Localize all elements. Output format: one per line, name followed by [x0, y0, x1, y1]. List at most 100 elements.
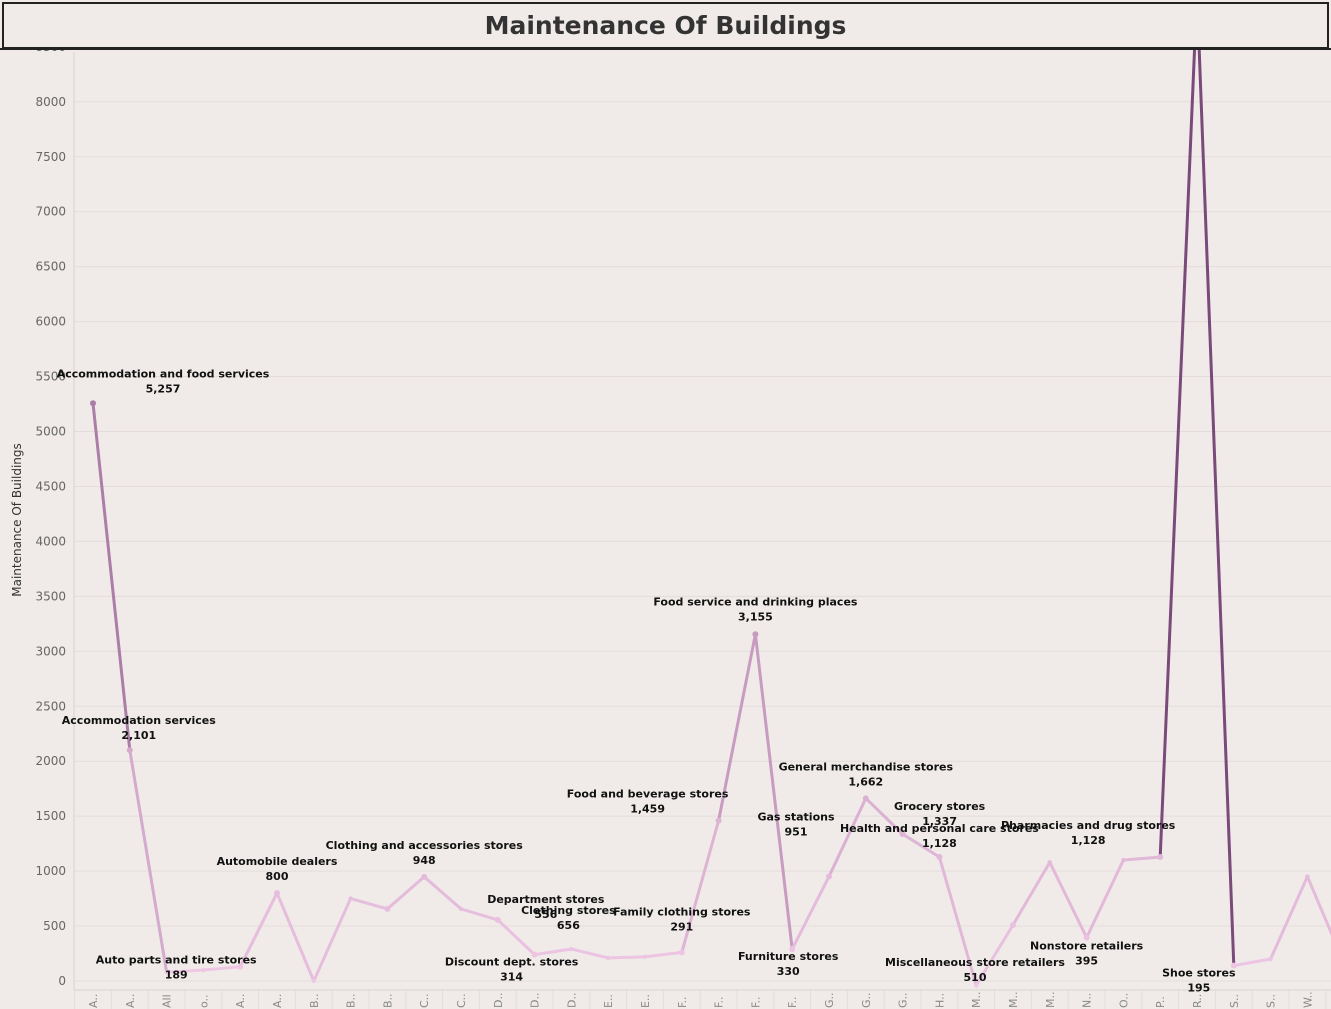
y-tick-label: 3000	[35, 644, 66, 658]
x-tick-label: D..	[529, 993, 542, 1008]
line-segment	[385, 875, 426, 911]
data-label-name: Miscellaneous store retailers	[885, 956, 1065, 969]
x-tick-label: A..	[271, 994, 284, 1008]
data-label-name: Accommodation services	[62, 714, 216, 727]
data-labels: Accommodation and food services 5,257 Acco…	[57, 367, 1236, 995]
line-segment	[201, 965, 242, 972]
data-label-value: 330	[777, 965, 800, 978]
x-tick-label: B..	[308, 993, 321, 1008]
x-tick-label: E..	[602, 994, 615, 1008]
x-tick-label: C..	[418, 993, 431, 1008]
line-segment	[1158, 50, 1197, 859]
x-tick-label: F..	[786, 996, 799, 1008]
y-tick-label: 8000	[35, 95, 66, 109]
data-label-name: Discount dept. stores	[445, 956, 579, 969]
x-tick-label: o..	[197, 994, 210, 1008]
line-segment	[128, 748, 169, 974]
x-tick-label: B..	[345, 993, 358, 1008]
line-segment	[238, 891, 279, 969]
line-segment	[1011, 860, 1052, 927]
x-tick-label: F..	[676, 996, 689, 1008]
data-point	[678, 949, 685, 956]
x-tick-label: C..	[455, 993, 468, 1008]
data-label-name: Grocery stores	[894, 800, 986, 813]
data-point	[1083, 934, 1090, 941]
x-tick-label: W..	[1301, 991, 1314, 1008]
y-tick-label: 3500	[35, 589, 66, 603]
x-tick-label: M..	[970, 992, 983, 1008]
data-label-value: 395	[1075, 955, 1098, 968]
data-label-value: 5,257	[146, 382, 181, 395]
line-segment	[937, 855, 978, 987]
data-point	[126, 747, 133, 754]
x-tick-label: E..	[639, 994, 652, 1008]
data-label-name: Furniture stores	[738, 950, 839, 963]
line-segment	[422, 875, 463, 911]
axes: 0 500 1000 1500 2000 2500 3000 3500 4000 4500 5000…	[35, 50, 1331, 1008]
data-label-name: Clothing and accessories stores	[326, 839, 524, 852]
line-segment	[569, 947, 610, 960]
data-label-value: 1,128	[1071, 834, 1106, 847]
y-tick-label: 8500	[35, 50, 66, 54]
line-segment	[459, 907, 500, 922]
gridlines	[74, 101, 1331, 1009]
data-label-name: Clothing stores	[521, 904, 616, 917]
data-point	[1268, 956, 1273, 962]
data-point	[789, 946, 796, 953]
line-segment	[496, 918, 537, 957]
y-tick-label: 5500	[35, 370, 66, 384]
x-tick-label: M..	[1007, 992, 1020, 1008]
data-label-name: Shoe stores	[1162, 967, 1236, 980]
y-tick-label: 7500	[35, 150, 66, 164]
data-label-name: General merchandise stores	[779, 760, 954, 773]
data-label-value: 3,155	[738, 610, 773, 623]
data-point	[899, 831, 906, 838]
line-segment	[901, 832, 941, 859]
line-segment	[91, 401, 132, 752]
line-segment	[827, 796, 868, 878]
data-points	[90, 400, 1310, 988]
data-label-name: Family clothing stores	[613, 905, 751, 918]
data-label-name: Food service and drinking places	[653, 595, 858, 608]
y-tick-label: 4500	[35, 479, 66, 493]
data-point	[274, 890, 280, 897]
line-segment	[790, 874, 831, 951]
data-label-value: 948	[413, 854, 436, 867]
data-label-name: Health and personal care stores	[840, 822, 1039, 835]
data-point	[384, 905, 391, 912]
data-label-value: 951	[785, 825, 808, 838]
x-tick-label: A..	[124, 994, 137, 1008]
data-label-value: 510	[964, 971, 987, 984]
line-segment	[349, 897, 389, 911]
line-segment	[1048, 860, 1089, 940]
data-label-value: 1,128	[922, 837, 957, 850]
data-point	[1047, 860, 1053, 865]
line-segment	[606, 955, 647, 960]
data-label-name: Accommodation and food services	[57, 367, 270, 380]
data-label-value: 195	[1187, 982, 1210, 995]
line-segment	[1197, 50, 1236, 968]
data-point	[569, 946, 574, 952]
data-label-name: Department stores	[487, 893, 605, 906]
data-point	[715, 817, 722, 824]
y-tick-label: 500	[43, 919, 66, 933]
series-line	[91, 50, 1331, 987]
x-tick-label: G..	[823, 992, 836, 1008]
data-point	[826, 873, 832, 880]
line-segment	[1269, 875, 1309, 961]
data-point	[201, 967, 206, 973]
x-tick-label: A..	[87, 994, 100, 1008]
line-segment	[643, 950, 684, 959]
x-tick-label: N..	[1081, 993, 1094, 1008]
data-point	[90, 400, 96, 407]
line-segment	[1121, 855, 1162, 862]
data-point	[494, 916, 501, 923]
data-label-value: 556	[534, 908, 557, 921]
data-label-value: 2,101	[121, 729, 156, 742]
chart-title: Maintenance Of Buildings	[484, 11, 847, 40]
data-label-value: 291	[670, 920, 693, 933]
data-point	[752, 631, 759, 638]
y-tick-label: 2500	[35, 699, 66, 713]
y-tick-label: 7000	[35, 205, 66, 219]
x-tick-label: P..	[1154, 996, 1167, 1008]
